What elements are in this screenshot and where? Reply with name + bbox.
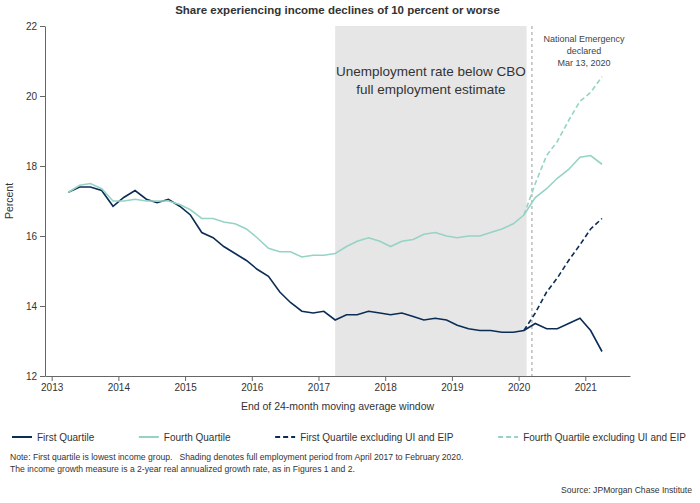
y-tick-label: 22 (26, 21, 38, 32)
chart-svg: 2013201420152016201720182019202020211214… (0, 0, 700, 503)
legend-swatch (498, 436, 518, 438)
note: Note: First quartile is lowest income gr… (10, 452, 463, 462)
legend-label: Fourth Quartile (164, 432, 231, 443)
x-tick-label: 2018 (375, 382, 398, 393)
y-tick-mark (40, 26, 45, 27)
y-tick: 16 (26, 231, 45, 242)
event-label: Mar 13, 2020 (557, 58, 610, 68)
legend-label: First Quartile excluding UI and EIP (300, 432, 454, 443)
y-tick-mark (40, 236, 45, 237)
x-tick-mark (318, 376, 319, 381)
x-tick: 2015 (174, 376, 197, 393)
x-tick-label: 2013 (41, 382, 64, 393)
x-tick-mark (585, 376, 586, 381)
x-tick: 2020 (508, 376, 531, 393)
y-tick-mark (40, 96, 45, 97)
x-tick: 2013 (41, 376, 64, 393)
x-tick-mark (385, 376, 386, 381)
legend-item: Fourth Quartile excluding UI and EIP (498, 432, 686, 443)
texts: Share experiencing income declines of 10… (3, 4, 692, 495)
note: The income growth measure is a 2-year re… (10, 464, 355, 474)
legend-item: First Quartile (12, 432, 95, 443)
x-axis: 2013 2014 2015 2016 2017 2018 2019 2020 2021 (41, 376, 630, 393)
legend-label: Fourth Quartile excluding UI and EIP (523, 432, 686, 443)
x-tick-mark (252, 376, 253, 381)
legend-swatch (139, 436, 159, 438)
y-tick: 22 (26, 21, 45, 32)
legend: First Quartile Fourth Quartile First Quart… (12, 432, 686, 443)
x-tick-label: 2020 (508, 382, 531, 393)
shading-label: Unemployment rate below CBO (336, 64, 526, 79)
series-line (524, 77, 602, 215)
legend-item: Fourth Quartile (139, 432, 231, 443)
y-tick-label: 14 (26, 301, 38, 312)
legend-swatch (12, 436, 32, 438)
event-label: declared (567, 46, 602, 56)
x-tick-label: 2015 (174, 382, 197, 393)
x-tick: 2019 (441, 376, 464, 393)
x-tick-label: 2019 (441, 382, 464, 393)
x-tick-label: 2016 (241, 382, 264, 393)
plot-area (68, 26, 602, 376)
source: Source: JPMorgan Chase Institute (561, 485, 692, 495)
x-axis-title: End of 24-month moving average window (241, 400, 435, 412)
x-tick-mark (52, 376, 53, 381)
y-tick-mark (40, 166, 45, 167)
chart-container: 2013201420152016201720182019202020211214… (0, 0, 700, 503)
x-tick-label: 2021 (575, 382, 598, 393)
y-tick-label: 20 (26, 91, 38, 102)
x-tick-mark (185, 376, 186, 381)
event-label: National Emergency (543, 34, 625, 44)
y-tick-label: 12 (26, 371, 38, 382)
y-tick: 20 (26, 91, 45, 102)
x-tick: 2016 (241, 376, 264, 393)
series-line (68, 156, 602, 258)
x-tick-mark (519, 376, 520, 381)
shading-label: full employment estimate (356, 82, 505, 97)
y-tick: 18 (26, 161, 45, 172)
y-tick-label: 16 (26, 231, 38, 242)
y-axis-line (45, 27, 46, 377)
title: Share experiencing income declines of 10… (175, 4, 500, 16)
y-axis-title: Percent (3, 183, 15, 219)
x-tick: 2014 (108, 376, 131, 393)
x-tick-label: 2014 (108, 382, 131, 393)
x-tick: 2018 (375, 376, 398, 393)
y-tick-label: 18 (26, 161, 38, 172)
y-tick: 14 (26, 301, 45, 312)
y-tick-mark (40, 306, 45, 307)
x-tick: 2021 (575, 376, 598, 393)
series-line (524, 219, 602, 331)
series-line (68, 187, 602, 352)
legend-item: First Quartile excluding UI and EIP (275, 432, 454, 443)
x-tick-mark (118, 376, 119, 381)
x-tick-label: 2017 (308, 382, 331, 393)
y-tick: 12 (26, 371, 45, 382)
legend-swatch (275, 436, 295, 438)
shaded-region (335, 26, 526, 376)
y-axis: 12 14 16 18 20 22 (26, 21, 46, 382)
legend-label: First Quartile (37, 432, 95, 443)
x-tick: 2017 (308, 376, 331, 393)
x-axis-line (46, 376, 631, 377)
y-tick-mark (40, 376, 45, 377)
x-tick-mark (452, 376, 453, 381)
